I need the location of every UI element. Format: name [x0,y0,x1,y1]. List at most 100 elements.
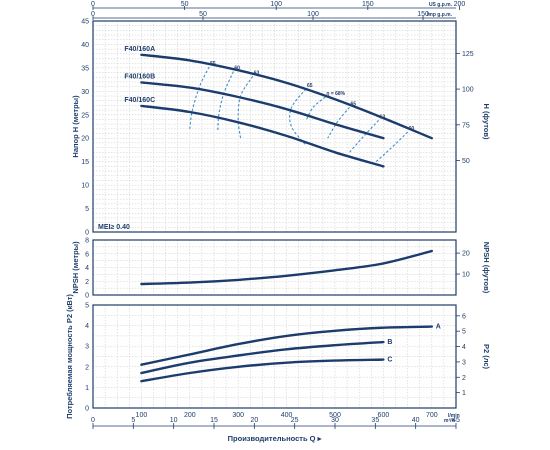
npsh-curve [140,249,433,286]
m3h-tick: 35 [371,417,379,424]
xtick-lmin: 300 [232,412,244,419]
m3h-tick: 40 [412,417,420,424]
xtick-lmin: 500 [329,412,341,419]
power-ytick-right: 2 [462,375,466,382]
head-ytick: 5 [85,206,89,213]
npsh-ytick: 4 [85,265,89,272]
head-ytick-right: 100 [462,87,474,94]
head-ytick-right: 75 [462,122,470,129]
efficiency-curve-6 [349,120,379,153]
head-ytick-right: 125 [462,51,474,58]
power-ylabel-right: P2 (лс) [482,344,491,370]
head-curve-2 [140,104,385,168]
m3h-tick: 25 [291,417,299,424]
efficiency-label: 60 [409,126,415,132]
head-ytick: 10 [81,183,89,190]
efficiency-label: 63 [254,70,260,76]
npsh-ytick: 2 [85,279,89,286]
head-frame [92,20,457,233]
head-ytick-right: 50 [462,158,470,165]
npsh-ytick-right: 20 [462,251,470,258]
usgpm-tick: 150 [362,1,374,8]
usgpm-tick: 200 [454,1,466,8]
impgpm-tick: 100 [307,11,319,18]
head-ytick: 40 [81,42,89,49]
m3h-tick: 30 [331,417,339,424]
npsh-frame [92,239,457,296]
usgpm-tick: 0 [91,1,95,8]
power-ytick: 4 [85,323,89,330]
xunit-lmin: l/min [448,413,460,419]
head-ytick: 25 [81,112,89,119]
usgpm-tick: 50 [181,1,189,8]
head-ylabel: Напор H (метры) [71,95,80,158]
power-ytick-right: 3 [462,359,466,366]
efficiency-label: 55 [210,61,216,67]
efficiency-curve-2 [237,76,254,139]
power-curve-C [140,358,385,383]
power-curve-label: C [387,357,392,364]
usgpm-unit: US g.p.m. [429,2,453,8]
head-ytick: 35 [81,65,89,72]
head-curve-label: F40/160C [124,97,155,104]
efficiency-label: η = 68% [326,91,345,97]
m3h-tick: 0 [91,417,95,424]
x-title: Производительность Q ▸ [228,434,323,443]
head-ytick: 30 [81,89,89,96]
impgpm-unit: Imp g.p.m. [427,12,453,18]
efficiency-curve-5 [327,106,350,139]
npsh-ytick: 8 [85,238,89,245]
m3h-tick: 15 [210,417,218,424]
power-frame [92,304,457,409]
efficiency-label: 65 [307,83,313,89]
impgpm-tick: 150 [417,11,429,18]
npsh-ytick: 6 [85,251,89,258]
m3h-tick: 10 [170,417,178,424]
head-ytick: 15 [81,159,89,166]
head-curve-label: F40/160B [124,73,155,80]
efficiency-curve-7 [375,131,408,163]
xtick-lmin: 100 [136,412,148,419]
m3h-tick: 45 [452,417,460,424]
power-ytick: 2 [85,364,89,371]
efficiency-label: 60 [234,66,240,72]
efficiency-label: 63 [380,114,386,120]
m3h-unit: m³/h [444,418,455,424]
xtick-lmin: 700 [426,412,438,419]
xtick-lmin: 600 [378,412,390,419]
xtick-lmin: 200 [184,412,196,419]
m3h-tick: 20 [250,417,258,424]
efficiency-curve-1 [217,71,234,131]
efficiency-label: 65 [351,101,357,107]
power-ytick: 3 [85,344,89,351]
head-curve-0 [140,53,433,140]
head-ylabel-right: H (футов) [482,104,491,140]
npsh-ytick: 0 [85,293,89,300]
power-ytick-right: 6 [462,313,466,320]
efficiency-curve-0 [189,66,210,129]
head-curve-1 [140,81,385,140]
power-ytick-right: 4 [462,344,466,351]
power-ytick: 1 [85,385,89,392]
power-curve-label: B [387,339,392,346]
power-ylabel: Потребляемая мощность P2 (кВт) [65,294,74,419]
npsh-ylabel: NPSH (метры) [71,241,80,294]
power-curve-label: A [436,324,441,331]
power-ytick: 0 [85,406,89,413]
xtick-lmin: 400 [281,412,293,419]
efficiency-curve-4 [305,96,326,121]
head-ytick: 0 [85,230,89,237]
impgpm-tick: 50 [199,11,207,18]
power-ytick-right: 5 [462,329,466,336]
power-curve-A [140,325,433,366]
usgpm-tick: 100 [270,1,282,8]
m3h-tick: 5 [131,417,135,424]
efficiency-curve-3 [289,88,307,146]
head-ytick: 45 [81,19,89,26]
mei-annotation: MEI≥ 0.40 [98,224,130,231]
power-curve-B [140,340,385,375]
power-ytick: 5 [85,303,89,310]
npsh-ytick-right: 10 [462,272,470,279]
npsh-ylabel-right: NPSH (футов) [482,242,491,294]
